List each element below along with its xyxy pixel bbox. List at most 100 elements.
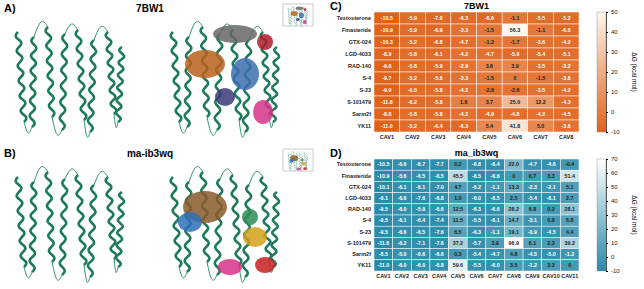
heatmap-cell — [449, 249, 468, 260]
tick-label: 30 — [611, 212, 618, 218]
inset-protein — [288, 151, 308, 172]
tick-label: 70 — [611, 156, 618, 162]
heatmap-cell — [374, 12, 400, 24]
heatmap-cell — [502, 36, 528, 48]
tick: Sarm2f — [352, 251, 371, 257]
cavity — [289, 159, 293, 163]
colorbar-axis-line — [607, 160, 609, 272]
data-label: -1.1 — [491, 229, 500, 235]
tick-label: CAV4 — [432, 273, 447, 279]
heatmap-cell — [400, 96, 426, 108]
heatmap-cell — [486, 170, 505, 181]
heatmap-cell — [486, 260, 505, 271]
tick-label: 10 — [611, 89, 618, 95]
heatmap-cell — [425, 96, 451, 108]
tick-label: CAV8 — [507, 273, 521, 279]
heatmap-cell — [528, 24, 554, 36]
helix — [288, 8, 290, 24]
heatmap-cell — [542, 237, 561, 248]
tick: Sarm2f — [352, 111, 371, 117]
loop — [290, 169, 291, 171]
colorbar-label: ΔG (kcal mol) — [630, 52, 638, 91]
data-label: -5.8 — [433, 111, 442, 117]
inset — [283, 149, 313, 171]
data-label: -5.5 — [472, 217, 481, 223]
data-label: -5.5 — [472, 262, 481, 268]
loop — [24, 122, 32, 133]
heatmap-cell — [451, 48, 477, 60]
data-label: -6.6 — [435, 251, 444, 257]
heatmap-cell — [553, 96, 579, 108]
data-label: 3.6 — [486, 63, 493, 69]
heatmap-cell — [411, 249, 430, 260]
helix — [30, 182, 37, 272]
tick: Testosterone — [337, 15, 371, 21]
tick-label: -10 — [611, 268, 620, 274]
data-label: 0 — [513, 75, 516, 81]
heatmap-cell — [374, 108, 400, 120]
data-label: 59.6 — [453, 262, 463, 268]
heatmap-cell — [502, 120, 528, 132]
tick-mark — [606, 112, 608, 113]
heatmap-cell — [502, 96, 528, 108]
data-label: -2.6 — [510, 87, 519, 93]
tick-label: CAV5 — [482, 134, 496, 140]
data-label: 3.9 — [511, 63, 518, 69]
heatmap-cell — [411, 193, 430, 204]
heatmap-cell — [430, 170, 449, 181]
heatmap-cell — [542, 170, 561, 181]
heatmap-cell — [425, 60, 451, 72]
data-label: 3.9 — [491, 240, 498, 246]
heatmap-cell — [467, 204, 486, 215]
protein — [16, 22, 124, 138]
cavity — [185, 50, 225, 78]
panel-label: B) — [4, 147, 16, 159]
data-label: 5.4 — [486, 123, 493, 129]
helix — [46, 172, 55, 262]
tick: 30 — [606, 49, 618, 55]
heatmap-cell — [486, 215, 505, 226]
heatmap-cell — [504, 204, 523, 215]
data-label: -6.6 — [491, 206, 500, 212]
tick-mark — [606, 132, 608, 133]
data-label: 4.8 — [510, 251, 517, 257]
data-label: -3.1 — [528, 217, 537, 223]
heatmap-cell — [528, 12, 554, 24]
heatmap-cell — [553, 24, 579, 36]
data-label: -9.1 — [379, 195, 388, 201]
data-label: -6.0 — [408, 87, 417, 93]
chart-title: 7BW1 — [464, 1, 489, 11]
data-label: 2.7 — [566, 195, 573, 201]
data-label: -4.2 — [459, 111, 468, 117]
heatmap-cell — [400, 48, 426, 60]
tick-mark — [606, 159, 608, 160]
heatmap-cell — [400, 72, 426, 84]
y-axis: TestosteroneFinasterideGTX-024LGD-4033RA… — [337, 161, 372, 268]
structure-panel: B)ma-ib3wq — [4, 147, 313, 282]
heatmap-cell — [400, 24, 426, 36]
data-label: 2.3 — [547, 240, 554, 246]
x-axis: CAV1CAV2CAV3CAV4CAV5CAV6CAV7CAV8CAV9CAV1… — [376, 273, 578, 279]
tick-mark — [606, 92, 608, 93]
heatmap-cell — [477, 96, 503, 108]
tick: CAV3 — [413, 273, 427, 279]
data-label: -6.4 — [491, 161, 500, 167]
data-label: -7.7 — [435, 161, 444, 167]
data-label: -6.5 — [416, 229, 425, 235]
tick: CAV2 — [405, 134, 419, 140]
helix — [60, 34, 67, 130]
heatmap-cell — [451, 60, 477, 72]
tick: 20 — [606, 69, 618, 75]
heatmap-cell — [374, 193, 393, 204]
helix — [185, 37, 192, 127]
data-label: 6.1 — [529, 240, 536, 246]
tick-mark — [606, 243, 608, 244]
helix — [271, 192, 279, 267]
heatmap-cell — [477, 12, 503, 24]
heatmap-cell — [477, 48, 503, 60]
inset — [283, 4, 313, 26]
heatmap-cell — [430, 249, 449, 260]
heatmap: C)7BW1-10.5-5.9-7.0-6.3-6.6-1.1-5.5-5.2-… — [330, 0, 638, 140]
heatmap-cell — [393, 260, 412, 271]
inset-protein — [288, 6, 308, 27]
